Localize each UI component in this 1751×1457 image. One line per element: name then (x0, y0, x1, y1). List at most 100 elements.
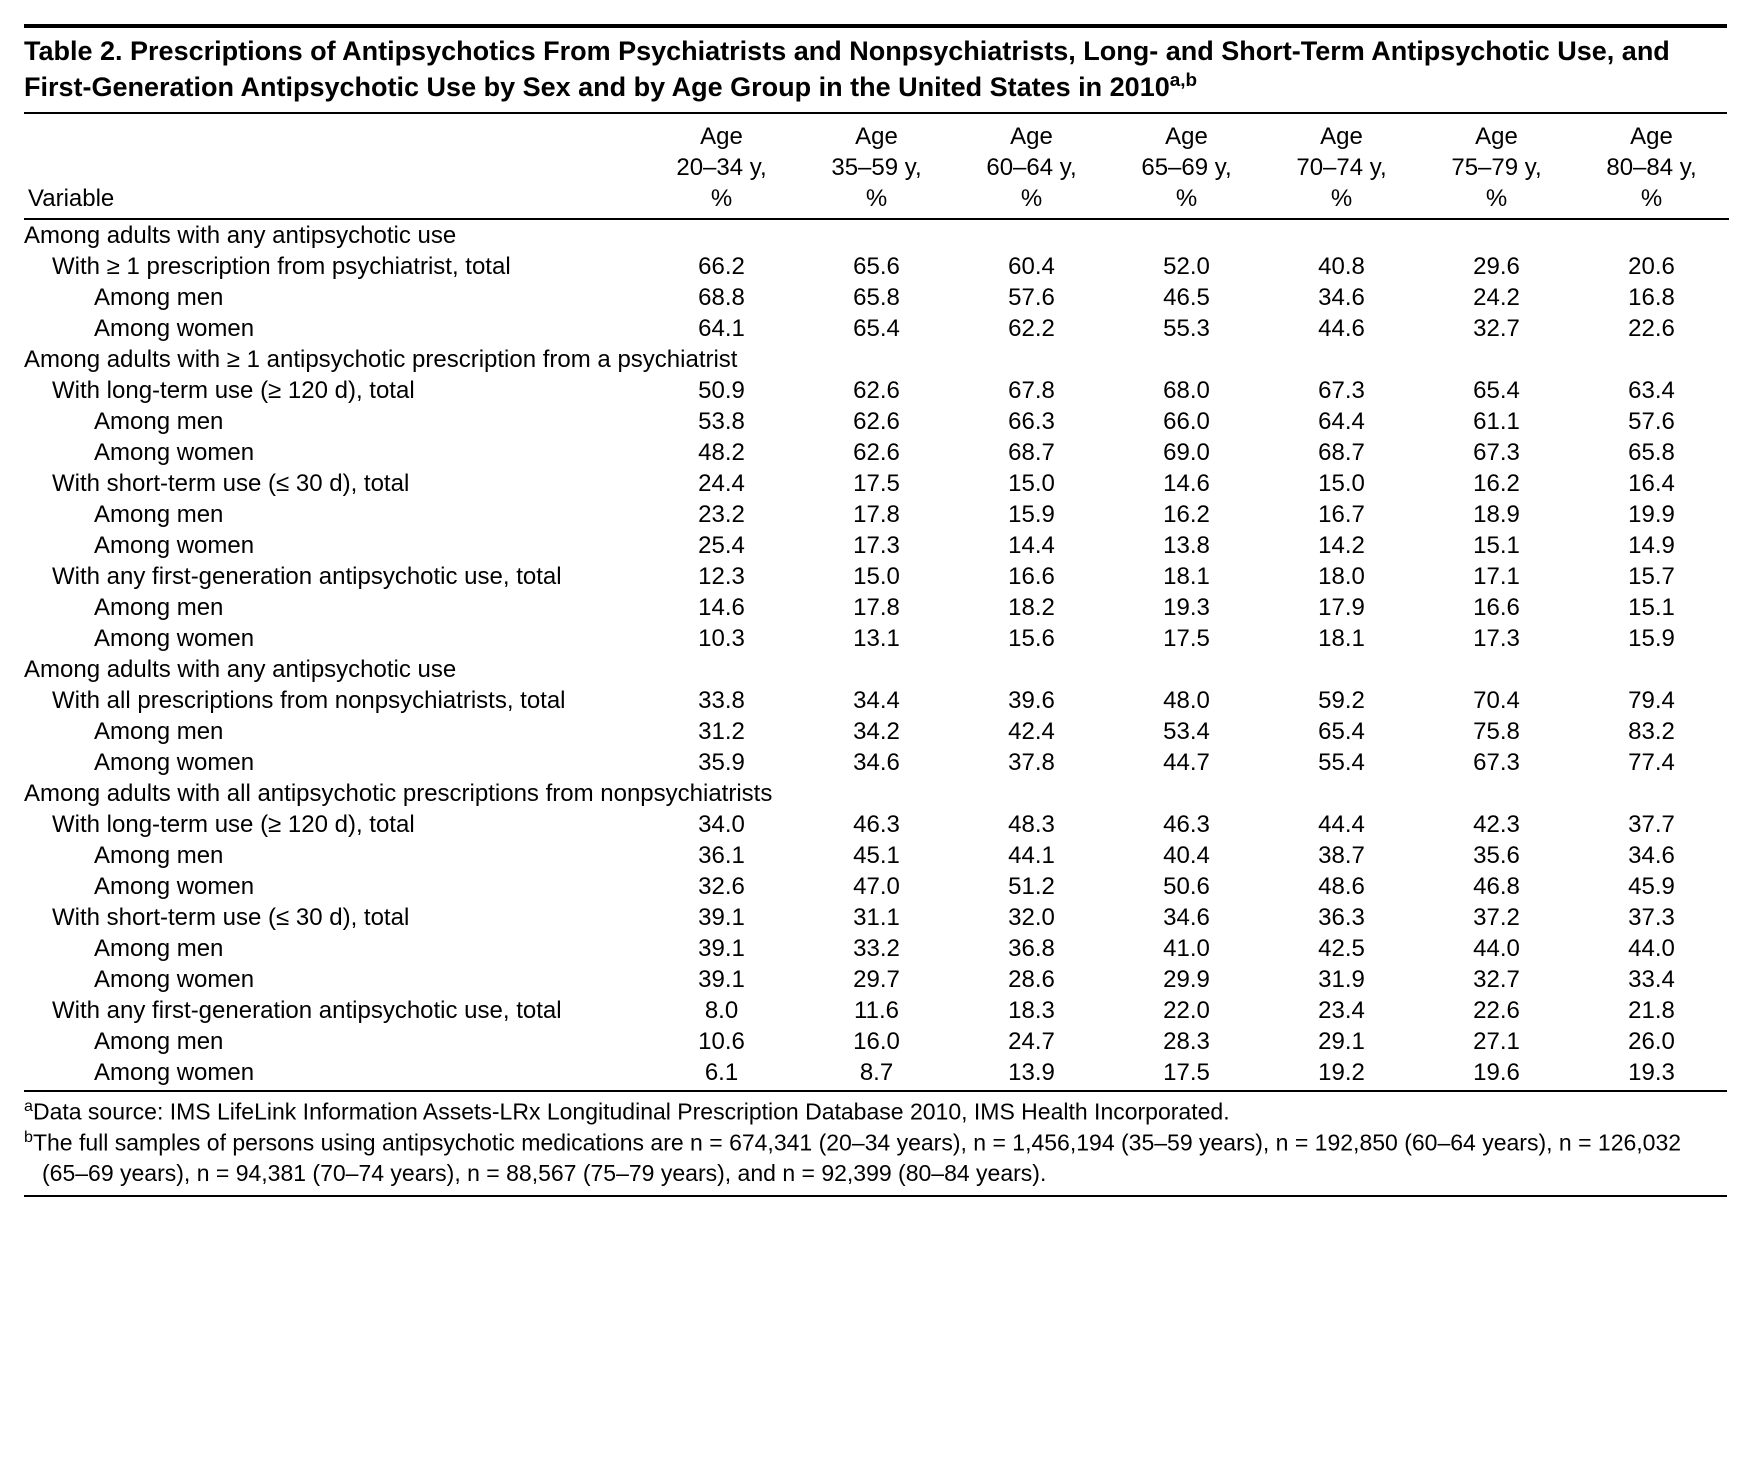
header-col-5: Age75–79 y,% (1419, 114, 1574, 219)
cell-value: 22.6 (1419, 995, 1574, 1026)
cell-value: 75.8 (1419, 716, 1574, 747)
cell-value: 16.6 (954, 561, 1109, 592)
row-label: With ≥ 1 prescription from psychiatrist,… (24, 251, 644, 282)
cell-value: 53.8 (644, 406, 799, 437)
cell-value: 69.0 (1109, 437, 1264, 468)
cell-value: 68.8 (644, 282, 799, 313)
section-label: Among adults with any antipsychotic use (24, 219, 1729, 251)
cell-value: 26.0 (1574, 1026, 1729, 1057)
table-row: Among women39.129.728.629.931.932.733.4 (24, 964, 1729, 995)
table-row: Among adults with all antipsychotic pres… (24, 778, 1729, 809)
table-row: Among women32.647.051.250.648.646.845.9 (24, 871, 1729, 902)
footnote-b: bThe full samples of persons using antip… (24, 1127, 1727, 1188)
cell-value: 44.6 (1264, 313, 1419, 344)
cell-value: 47.0 (799, 871, 954, 902)
cell-value: 23.2 (644, 499, 799, 530)
cell-value: 29.1 (1264, 1026, 1419, 1057)
section-label: Among adults with all antipsychotic pres… (24, 778, 1729, 809)
cell-value: 14.9 (1574, 530, 1729, 561)
table-row: Among men31.234.242.453.465.475.883.2 (24, 716, 1729, 747)
cell-value: 42.4 (954, 716, 1109, 747)
cell-value: 11.6 (799, 995, 954, 1026)
data-table: Variable Age20–34 y,% Age35–59 y,% Age60… (24, 114, 1729, 1088)
cell-value: 44.0 (1419, 933, 1574, 964)
row-label: Among men (24, 716, 644, 747)
cell-value: 34.4 (799, 685, 954, 716)
cell-value: 52.0 (1109, 251, 1264, 282)
cell-value: 13.9 (954, 1057, 1109, 1088)
cell-value: 8.0 (644, 995, 799, 1026)
row-label: Among women (24, 871, 644, 902)
header-col-6: Age80–84 y,% (1574, 114, 1729, 219)
cell-value: 20.6 (1574, 251, 1729, 282)
cell-value: 66.0 (1109, 406, 1264, 437)
cell-value: 48.2 (644, 437, 799, 468)
table-row: Among adults with any antipsychotic use (24, 654, 1729, 685)
cell-value: 40.4 (1109, 840, 1264, 871)
cell-value: 27.1 (1419, 1026, 1574, 1057)
row-label: Among women (24, 964, 644, 995)
row-label: With short-term use (≤ 30 d), total (24, 902, 644, 933)
cell-value: 36.8 (954, 933, 1109, 964)
cell-value: 36.1 (644, 840, 799, 871)
header-col-4: Age70–74 y,% (1264, 114, 1419, 219)
row-label: Among women (24, 1057, 644, 1088)
cell-value: 61.1 (1419, 406, 1574, 437)
cell-value: 68.7 (1264, 437, 1419, 468)
cell-value: 17.5 (1109, 1057, 1264, 1088)
table-row: With ≥ 1 prescription from psychiatrist,… (24, 251, 1729, 282)
cell-value: 77.4 (1574, 747, 1729, 778)
cell-value: 24.2 (1419, 282, 1574, 313)
table-row: Among men68.865.857.646.534.624.216.8 (24, 282, 1729, 313)
cell-value: 17.5 (799, 468, 954, 499)
header-col-3: Age65–69 y,% (1109, 114, 1264, 219)
table-row: Among women10.313.115.617.518.117.315.9 (24, 623, 1729, 654)
cell-value: 34.6 (1574, 840, 1729, 871)
cell-value: 16.6 (1419, 592, 1574, 623)
cell-value: 42.3 (1419, 809, 1574, 840)
cell-value: 68.0 (1109, 375, 1264, 406)
cell-value: 44.0 (1574, 933, 1729, 964)
cell-value: 17.8 (799, 499, 954, 530)
cell-value: 83.2 (1574, 716, 1729, 747)
cell-value: 33.8 (644, 685, 799, 716)
cell-value: 13.8 (1109, 530, 1264, 561)
table-row: Among women6.18.713.917.519.219.619.3 (24, 1057, 1729, 1088)
cell-value: 55.3 (1109, 313, 1264, 344)
cell-value: 33.4 (1574, 964, 1729, 995)
cell-value: 44.1 (954, 840, 1109, 871)
table-row: Among men14.617.818.219.317.916.615.1 (24, 592, 1729, 623)
table-row: Among women64.165.462.255.344.632.722.6 (24, 313, 1729, 344)
table-row: Among men10.616.024.728.329.127.126.0 (24, 1026, 1729, 1057)
cell-value: 48.3 (954, 809, 1109, 840)
cell-value: 65.4 (1264, 716, 1419, 747)
section-label: Among adults with ≥ 1 antipsychotic pres… (24, 344, 1729, 375)
table-row: Among women35.934.637.844.755.467.377.4 (24, 747, 1729, 778)
cell-value: 62.6 (799, 437, 954, 468)
row-label: With all prescriptions from nonpsychiatr… (24, 685, 644, 716)
cell-value: 32.7 (1419, 964, 1574, 995)
cell-value: 22.0 (1109, 995, 1264, 1026)
cell-value: 12.3 (644, 561, 799, 592)
cell-value: 18.3 (954, 995, 1109, 1026)
cell-value: 6.1 (644, 1057, 799, 1088)
cell-value: 64.4 (1264, 406, 1419, 437)
cell-value: 40.8 (1264, 251, 1419, 282)
cell-value: 67.3 (1419, 437, 1574, 468)
title-text: Table 2. Prescriptions of Antipsychotics… (24, 36, 1670, 102)
cell-value: 16.8 (1574, 282, 1729, 313)
cell-value: 65.8 (1574, 437, 1729, 468)
cell-value: 45.1 (799, 840, 954, 871)
cell-value: 28.3 (1109, 1026, 1264, 1057)
cell-value: 18.9 (1419, 499, 1574, 530)
cell-value: 24.4 (644, 468, 799, 499)
title-superscript: a,b (1170, 70, 1197, 91)
cell-value: 50.9 (644, 375, 799, 406)
cell-value: 65.4 (799, 313, 954, 344)
cell-value: 33.2 (799, 933, 954, 964)
row-label: Among men (24, 282, 644, 313)
cell-value: 23.4 (1264, 995, 1419, 1026)
table-container: Table 2. Prescriptions of Antipsychotics… (24, 24, 1727, 1197)
cell-value: 32.7 (1419, 313, 1574, 344)
table-row: With all prescriptions from nonpsychiatr… (24, 685, 1729, 716)
